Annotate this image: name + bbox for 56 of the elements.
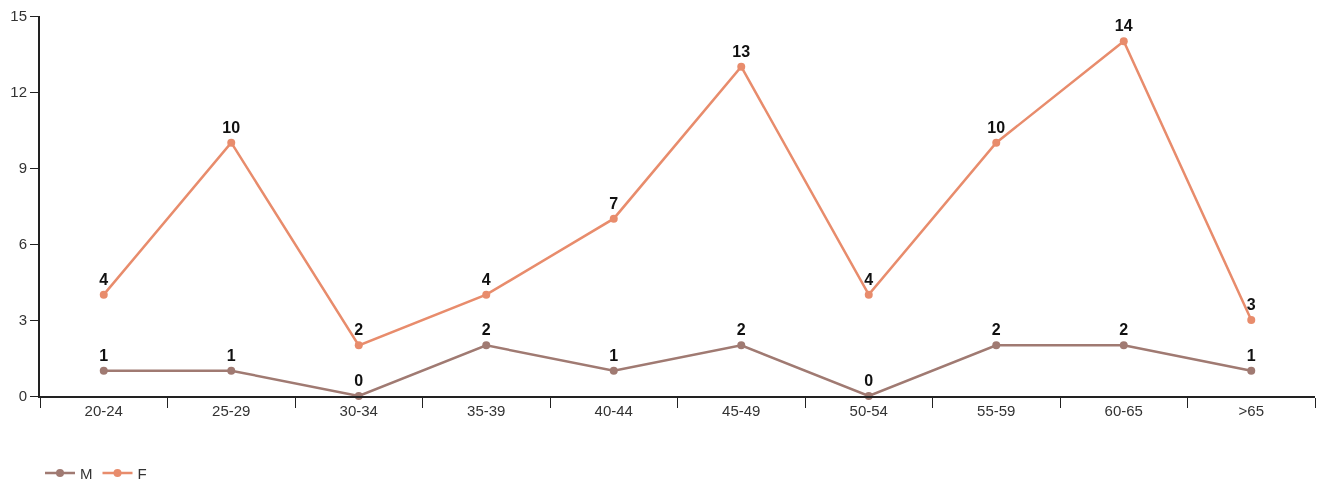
point	[354, 341, 363, 350]
point	[609, 366, 618, 375]
data-label: 7	[609, 194, 619, 212]
data-label: 3	[1246, 296, 1256, 313]
x-tick-label: 45-49	[722, 402, 761, 419]
data-label: 4	[99, 270, 109, 288]
data-label: 4	[864, 270, 874, 288]
data-label: 2	[991, 321, 1001, 339]
y-tick-label: 15	[10, 7, 27, 25]
x-tick-label: 50-54	[849, 402, 888, 419]
point	[992, 138, 1001, 147]
y-tick-label: 12	[10, 83, 27, 101]
data-label: 1	[226, 346, 236, 364]
data-label: 0	[354, 372, 364, 389]
y-tick-label: 3	[18, 311, 27, 329]
data-label: 2	[481, 321, 491, 339]
y-tick-label: 0	[18, 387, 27, 405]
data-label: 4	[481, 270, 491, 288]
data-label: 2	[1119, 321, 1129, 339]
point	[1119, 341, 1128, 350]
data-label: 2	[354, 321, 364, 339]
x-tick-label: 25-29	[212, 402, 251, 419]
point	[992, 341, 1001, 350]
y-tick-label: 6	[18, 235, 27, 253]
point	[609, 214, 618, 223]
x-tick-label: 55-59	[977, 402, 1016, 419]
point	[227, 138, 236, 147]
x-tick-label: 30-34	[339, 402, 378, 419]
point	[1247, 316, 1256, 324]
x-tick-label: >65	[1238, 402, 1264, 419]
data-label: 1	[99, 346, 109, 364]
point	[1119, 37, 1128, 46]
data-label: 10	[222, 118, 241, 136]
point	[737, 62, 746, 71]
x-tick-label: 20-24	[84, 402, 123, 419]
data-label: 1	[609, 346, 619, 364]
point	[482, 341, 491, 350]
x-tick-label: 35-39	[467, 402, 506, 419]
y-tick-label: 9	[18, 159, 27, 177]
data-label: 0	[864, 372, 874, 389]
point	[1247, 366, 1256, 375]
data-label: 2	[736, 321, 746, 339]
legend-label: F	[137, 464, 147, 482]
point	[99, 290, 108, 299]
point	[864, 290, 873, 299]
data-label: 13	[732, 42, 751, 60]
point	[482, 290, 491, 299]
data-label: 1	[1246, 346, 1256, 364]
data-label: 14	[1114, 17, 1133, 35]
point	[737, 341, 746, 350]
point	[227, 366, 236, 375]
x-tick-label: 60-65	[1104, 402, 1143, 419]
point	[99, 366, 108, 375]
legend-label: M	[80, 464, 93, 482]
data-label: 10	[987, 118, 1006, 136]
x-tick-label: 40-44	[594, 402, 633, 419]
